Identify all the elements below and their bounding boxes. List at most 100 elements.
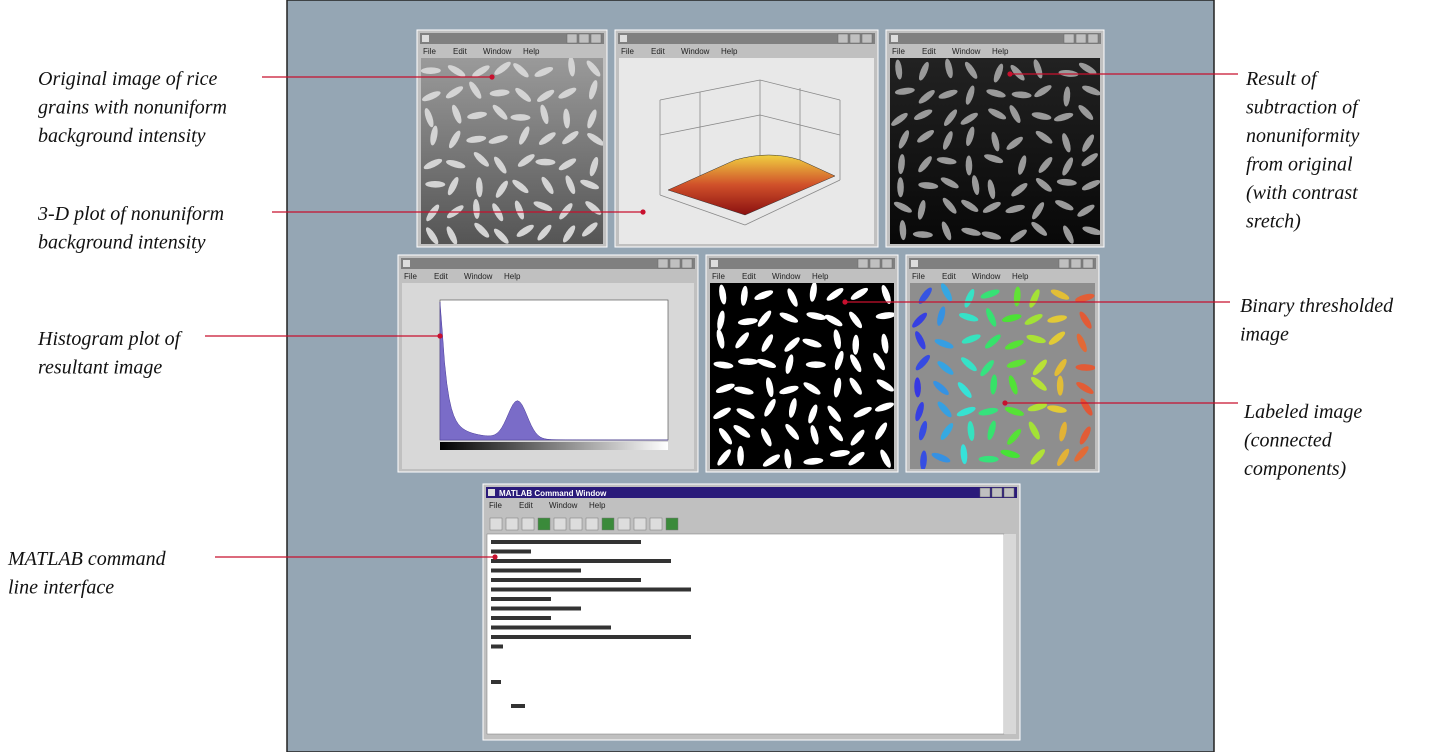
rice-grain [765,377,774,398]
window-button[interactable] [566,33,578,44]
window-button[interactable] [590,33,602,44]
toolbar-button[interactable] [521,517,535,531]
rice-grain [1011,91,1032,99]
menu-item[interactable]: Window [483,47,512,56]
rice-grain [824,314,843,327]
menu-item[interactable]: File [912,272,925,281]
rice-grain [533,201,553,211]
menu-item[interactable]: Help [523,47,540,56]
rice-grain [980,360,994,377]
console-line [491,587,691,592]
toolbar-button[interactable] [585,517,599,531]
rice-grain [1001,314,1022,323]
window-button[interactable] [881,258,893,269]
toolbar-button[interactable] [665,517,679,531]
rice-grain [510,114,531,121]
rice-grain [580,179,599,190]
menu-item[interactable]: Window [952,47,981,56]
rice-grain [941,221,952,241]
rice-grain [918,287,932,304]
menu-item[interactable]: File [423,47,436,56]
rice-grain [737,445,744,466]
toolbar-button[interactable] [489,517,503,531]
menu-item[interactable]: Help [1012,272,1029,281]
rice-grain [589,80,598,100]
menu-item[interactable]: Edit [922,47,937,56]
rice-grain [873,352,885,371]
toolbar-button[interactable] [617,517,631,531]
menu-item[interactable]: Edit [519,501,534,510]
window-button[interactable] [1075,33,1087,44]
rice-grain [447,65,466,77]
menu-item[interactable]: Edit [434,272,449,281]
window-button[interactable] [1003,487,1015,498]
rice-grain [940,177,959,189]
window-button[interactable] [837,33,849,44]
menu-item[interactable]: Help [812,272,829,281]
rice-grain [918,90,935,104]
rice-grain [1027,403,1048,412]
rice-grain [559,203,573,220]
window-button[interactable] [578,33,590,44]
window-button[interactable] [1063,33,1075,44]
window-button[interactable] [1058,258,1070,269]
window-button[interactable] [991,487,1003,498]
rice-grain [430,125,438,146]
menu-item[interactable]: Window [549,501,578,510]
window-button[interactable] [1070,258,1082,269]
toolbar-button[interactable] [633,517,647,531]
rice-grain [810,425,819,445]
window-button[interactable] [1087,33,1099,44]
rice-grain [785,423,800,440]
window-button[interactable] [681,258,693,269]
rice-grain [805,361,826,368]
console-line [491,578,641,582]
rice-grain [853,406,872,418]
rice-grain [1063,86,1071,107]
menu-item[interactable]: File [621,47,634,56]
menu-item[interactable]: Help [589,501,606,510]
annotation: MATLAB command line interface [7,548,498,599]
menu-item[interactable]: Window [772,272,801,281]
window-button[interactable] [861,33,873,44]
rice-grain [716,329,725,349]
menu-item[interactable]: Edit [651,47,666,56]
menu-item[interactable]: Edit [453,47,468,56]
window-icon [422,35,429,42]
rice-grain [833,329,842,350]
toolbar-button[interactable] [553,517,567,531]
console [486,533,1005,735]
menu-item[interactable]: File [892,47,905,56]
menu-item[interactable]: Edit [942,272,957,281]
menu-item[interactable]: File [712,272,725,281]
toolbar-button[interactable] [537,517,551,531]
rice-grain [488,135,508,144]
window-button[interactable] [979,487,991,498]
menu-item[interactable]: Window [681,47,710,56]
toolbar-button[interactable] [649,517,663,531]
window-button[interactable] [869,258,881,269]
window-button[interactable] [669,258,681,269]
window-button[interactable] [849,33,861,44]
menu-item[interactable]: Help [992,47,1009,56]
menu-item[interactable]: Help [721,47,738,56]
menu-item[interactable]: File [489,501,502,510]
toolbar-button[interactable] [569,517,583,531]
window-button[interactable] [657,258,669,269]
menu-item[interactable]: Edit [742,272,757,281]
rice-grain [961,334,981,344]
rice-grain [912,312,928,328]
rice-grain [489,89,510,97]
menu-item[interactable]: File [404,272,417,281]
menu-item[interactable]: Window [464,272,493,281]
toolbar-button[interactable] [505,517,519,531]
rice-grain [934,339,954,349]
menu-item[interactable]: Help [504,272,521,281]
menu-item[interactable]: Window [972,272,1001,281]
toolbar-button[interactable] [601,517,615,531]
window-button[interactable] [857,258,869,269]
annotation-text: Original image of rice grains with nonuni… [38,68,227,147]
rice-grain [966,126,975,146]
window-button[interactable] [1082,258,1094,269]
annotation-line: (connected [1244,430,1333,452]
